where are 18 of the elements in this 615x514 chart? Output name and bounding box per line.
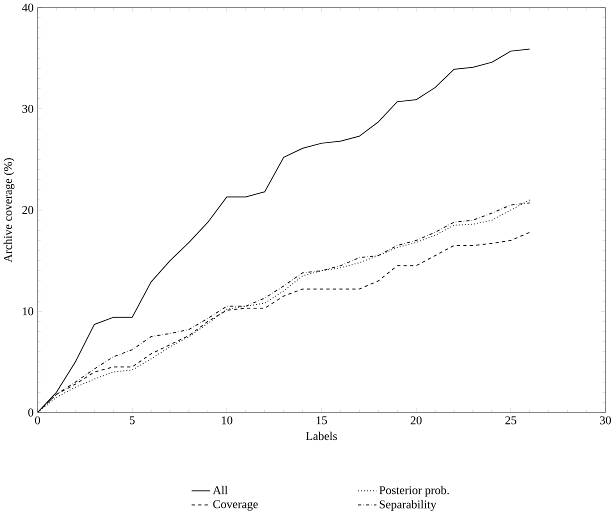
y-axis-title: Archive coverage (%)	[4, 158, 14, 262]
x-tick-label: 10	[222, 416, 232, 424]
legend-label: Posterior prob.	[379, 486, 449, 497]
y-tick-label: 20	[22, 206, 34, 214]
legend-label: Separability	[380, 500, 436, 511]
x-tick-label: 15	[316, 416, 327, 424]
legend-label: All	[212, 486, 228, 494]
x-tick-label: 0	[35, 416, 40, 424]
x-axis-title: Labels	[306, 432, 337, 440]
y-tick-label: 30	[22, 104, 34, 113]
x-tick-label: 5	[130, 416, 135, 424]
legend-label: Coverage	[213, 500, 258, 511]
x-tick-label: 30	[600, 416, 611, 424]
y-tick-label: 40	[22, 3, 34, 12]
x-tick-label: 25	[505, 416, 516, 424]
y-tick-label: 10	[22, 307, 34, 316]
x-tick-label: 20	[410, 416, 422, 424]
y-tick-label: 0	[28, 408, 34, 416]
